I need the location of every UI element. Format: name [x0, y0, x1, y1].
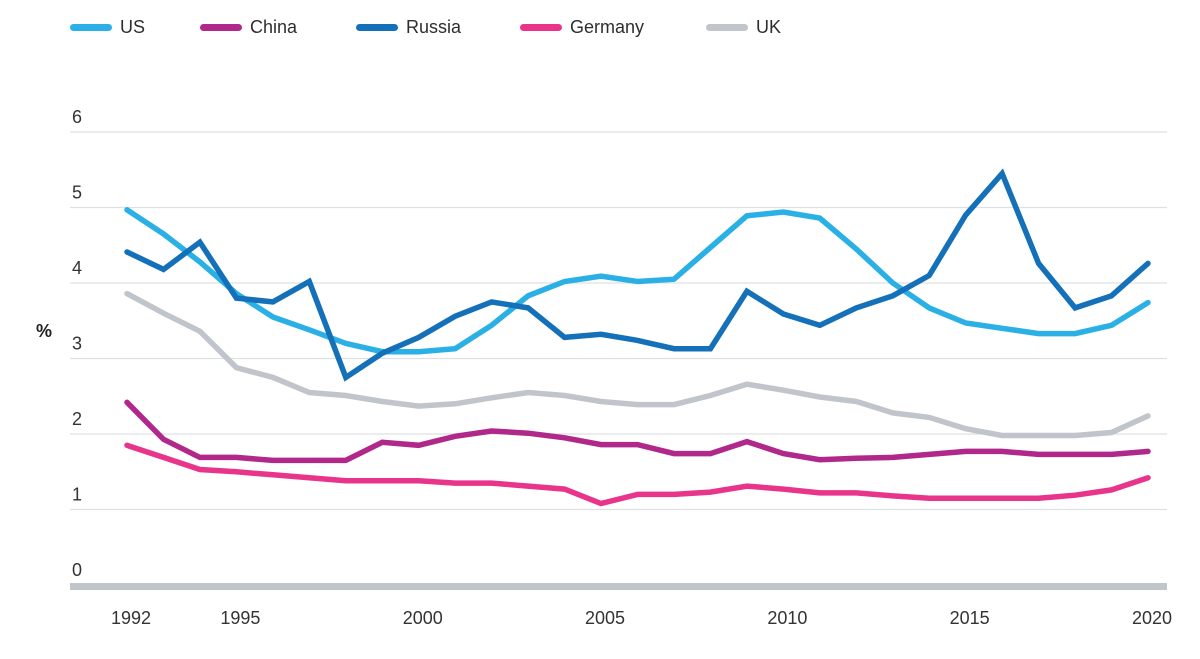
y-tick-label: 3 [72, 334, 82, 354]
legend-swatch-uk [706, 23, 748, 31]
series-lines [124, 168, 1151, 507]
x-tick-label: 2010 [767, 608, 807, 628]
x-tick-label: 2015 [950, 608, 990, 628]
x-tick-label: 2005 [585, 608, 625, 628]
x-tick-label: 1992 [111, 608, 151, 628]
legend-item-us: US [70, 14, 145, 40]
legend-label-germany: Germany [570, 16, 645, 37]
y-axis-ticks: 0 1 2 3 4 5 6 [72, 107, 82, 580]
legend-item-germany: Germany [520, 14, 644, 40]
y-tick-label: 2 [72, 409, 82, 429]
y-tick-label: 1 [72, 485, 82, 505]
legend-swatch-russia [356, 23, 398, 31]
series-germany [124, 442, 1151, 507]
series-uk [124, 290, 1151, 439]
legend-label-china: China [250, 16, 298, 37]
x-tick-label: 2020 [1132, 608, 1172, 628]
legend-swatch-germany [520, 23, 562, 31]
legend-swatch-china [200, 23, 242, 31]
x-tick-label: 2000 [403, 608, 443, 628]
line-russia [124, 168, 1151, 382]
y-tick-label: 0 [72, 560, 82, 580]
x-axis-ticks: 1992 1995 2000 2005 2010 2015 2020 [111, 608, 1172, 628]
line-uk [124, 290, 1151, 439]
legend-item-russia: Russia [356, 14, 461, 40]
legend-label-us: US [120, 16, 146, 37]
y-tick-label: 5 [72, 183, 82, 203]
series-us [124, 207, 1151, 355]
y-tick-label: 4 [72, 258, 82, 278]
legend-label-russia: Russia [406, 16, 462, 37]
y-axis-label: % [36, 321, 52, 341]
x-tick-label: 1995 [220, 608, 260, 628]
line-us [124, 207, 1151, 355]
legend-item-uk: UK [706, 14, 781, 40]
series-china [124, 399, 1151, 464]
legend-item-china: China [200, 14, 297, 40]
y-tick-label: 6 [72, 107, 82, 127]
legend-swatch-us [70, 23, 112, 31]
x-axis-baseline [70, 583, 1167, 590]
legend-label-uk: UK [756, 16, 782, 37]
series-russia [124, 168, 1151, 382]
